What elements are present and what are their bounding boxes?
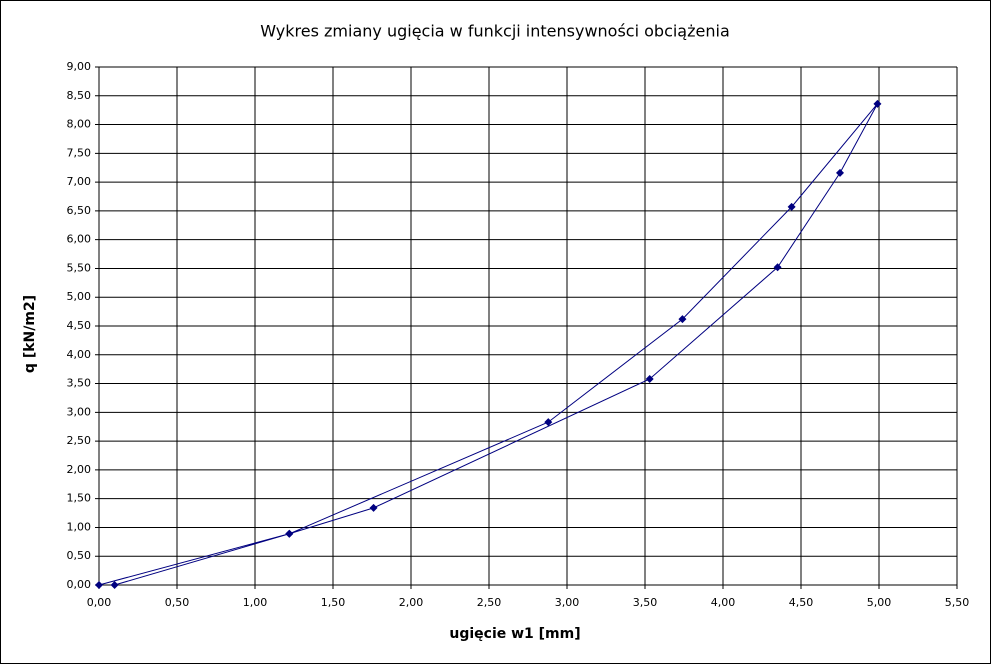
y-tick-label: 8,50 xyxy=(67,89,92,102)
y-tick-label: 2,00 xyxy=(67,463,92,476)
x-tick-label: 1,50 xyxy=(321,596,346,609)
x-tick-label: 4,50 xyxy=(789,596,814,609)
y-tick-label: 0,00 xyxy=(67,578,92,591)
x-tick-label: 5,50 xyxy=(945,596,970,609)
y-tick-label: 2,50 xyxy=(67,434,92,447)
series-line xyxy=(98,103,878,586)
y-tick-label: 1,00 xyxy=(67,520,92,533)
data-point xyxy=(678,315,687,324)
data-point xyxy=(873,99,882,108)
y-tick-label: 4,50 xyxy=(67,319,92,332)
y-tick-label: 3,50 xyxy=(67,377,92,390)
x-tick-label: 1,00 xyxy=(243,596,268,609)
data-point xyxy=(285,529,294,538)
data-point xyxy=(544,418,553,427)
y-tick-label: 7,50 xyxy=(67,146,92,159)
x-tick-label: 4,00 xyxy=(711,596,736,609)
y-tick-label: 6,00 xyxy=(67,233,92,246)
y-tick-label: 7,00 xyxy=(67,175,92,188)
x-tick-label: 2,50 xyxy=(477,596,502,609)
x-tick-label: 2,00 xyxy=(399,596,424,609)
y-tick-label: 3,00 xyxy=(67,405,92,418)
x-tick-label: 5,00 xyxy=(867,596,892,609)
data-point xyxy=(836,168,844,177)
x-axis-title: ugięcie w1 [mm] xyxy=(449,626,580,642)
x-tick-label: 3,00 xyxy=(555,596,580,609)
chart-title: Wykres zmiany ugięcia w funkcji intensyw… xyxy=(260,22,730,41)
data-point xyxy=(787,202,796,211)
data-point xyxy=(95,581,103,589)
x-tick-label: 0,00 xyxy=(87,596,112,609)
y-axis-title: q [kN/m2] xyxy=(22,295,38,373)
x-tick-label: 3,50 xyxy=(633,596,658,609)
data-point xyxy=(369,503,378,512)
y-tick-label: 8,00 xyxy=(67,118,92,131)
data-point xyxy=(645,374,654,383)
y-tick-label: 5,50 xyxy=(67,261,92,274)
y-tick-label: 5,00 xyxy=(67,290,92,303)
y-tick-label: 1,50 xyxy=(67,492,92,505)
data-point xyxy=(773,263,782,272)
y-tick-label: 4,00 xyxy=(67,348,92,361)
y-tick-label: 6,50 xyxy=(67,204,92,217)
y-tick-label: 9,00 xyxy=(67,60,92,73)
y-tick-label: 0,50 xyxy=(67,549,92,562)
x-tick-label: 0,50 xyxy=(165,596,190,609)
data-point xyxy=(110,581,119,589)
